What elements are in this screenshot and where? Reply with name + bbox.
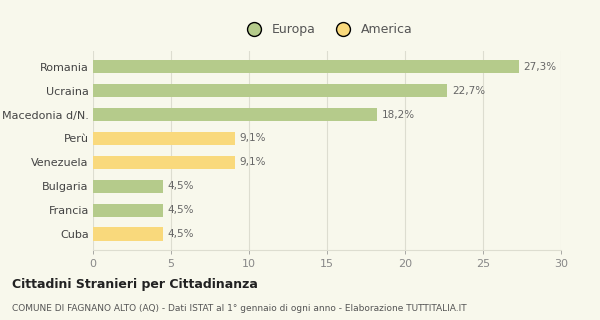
Text: 9,1%: 9,1% (239, 133, 266, 143)
Text: 4,5%: 4,5% (168, 229, 194, 239)
Text: 27,3%: 27,3% (524, 62, 557, 72)
Text: 18,2%: 18,2% (382, 109, 415, 120)
Text: 9,1%: 9,1% (239, 157, 266, 167)
Bar (93, 228, 163, 241)
Text: 22,7%: 22,7% (452, 86, 485, 96)
Text: 4,5%: 4,5% (168, 181, 194, 191)
Text: 4,5%: 4,5% (168, 205, 194, 215)
Legend: Europa, America: Europa, America (236, 18, 418, 41)
Text: COMUNE DI FAGNANO ALTO (AQ) - Dati ISTAT al 1° gennaio di ogni anno - Elaborazio: COMUNE DI FAGNANO ALTO (AQ) - Dati ISTAT… (12, 304, 467, 313)
Bar (93, 156, 235, 169)
Bar (93, 84, 447, 97)
Bar (93, 60, 519, 73)
Bar (93, 108, 377, 121)
Bar (93, 204, 163, 217)
Text: Cittadini Stranieri per Cittadinanza: Cittadini Stranieri per Cittadinanza (12, 278, 258, 292)
Bar (93, 132, 235, 145)
Bar (93, 180, 163, 193)
